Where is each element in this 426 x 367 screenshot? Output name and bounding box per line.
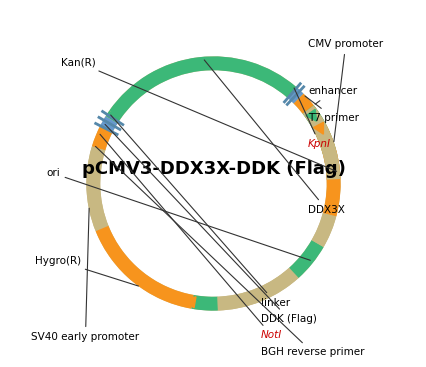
Text: CMV promoter: CMV promoter (308, 39, 383, 142)
Text: Hygro(R): Hygro(R) (35, 256, 138, 286)
Text: NotI: NotI (100, 134, 282, 340)
Text: Kan(R): Kan(R) (60, 57, 336, 171)
Polygon shape (305, 109, 316, 121)
Text: T7 primer: T7 primer (304, 96, 358, 123)
Text: pCMV3-DDX3X-DDK (Flag): pCMV3-DDX3X-DDK (Flag) (81, 160, 345, 178)
Text: SV40 early promoter: SV40 early promoter (32, 208, 139, 342)
Text: DDK (Flag): DDK (Flag) (105, 124, 316, 324)
Text: DDX3X: DDX3X (204, 60, 344, 215)
Text: BGH reverse primer: BGH reverse primer (95, 146, 363, 357)
Text: ori: ori (46, 168, 310, 260)
Text: KpnI: KpnI (294, 88, 331, 149)
Polygon shape (109, 108, 119, 120)
Polygon shape (184, 297, 196, 308)
Polygon shape (313, 122, 322, 134)
Text: linker: linker (110, 115, 289, 308)
Text: enhancer: enhancer (308, 86, 357, 104)
